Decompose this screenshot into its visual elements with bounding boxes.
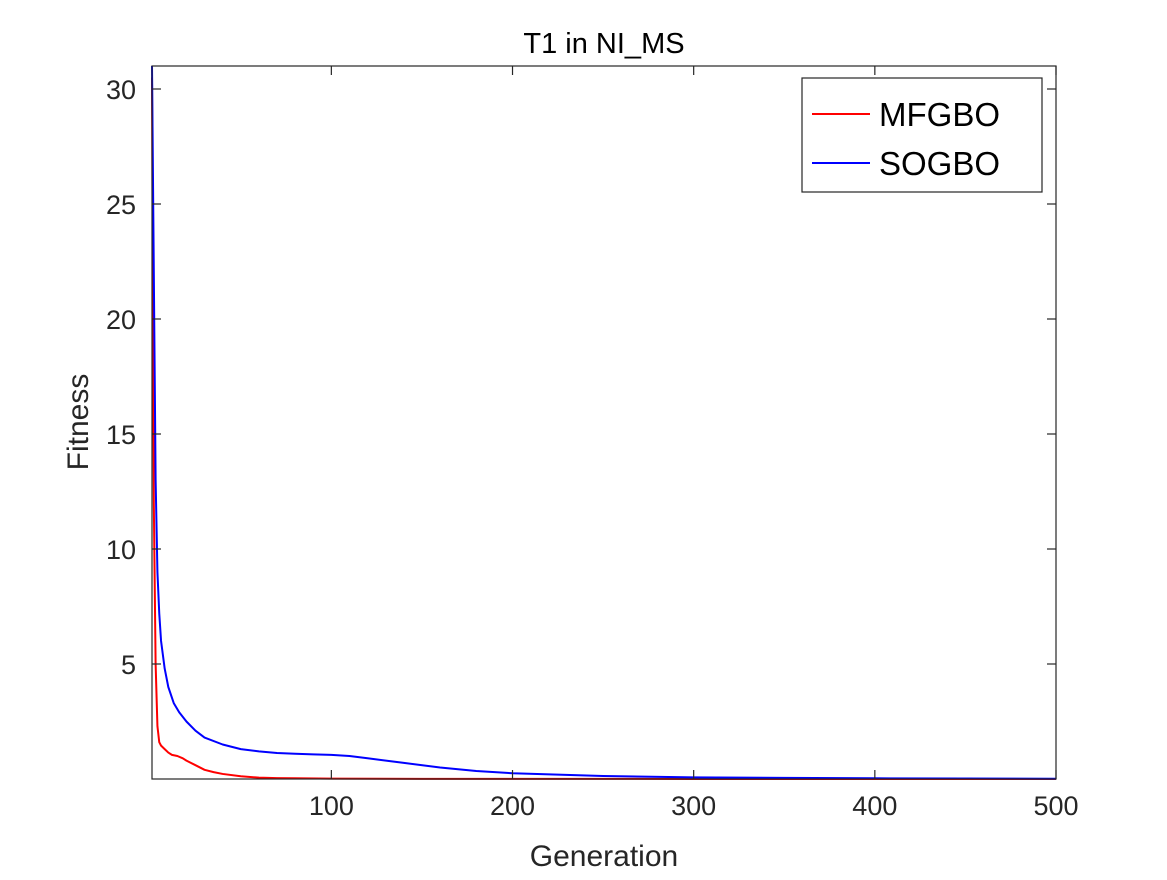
x-tick-label: 100 xyxy=(309,791,354,821)
x-tick-label: 400 xyxy=(852,791,897,821)
y-tick-label: 15 xyxy=(106,420,136,450)
x-tick-label: 200 xyxy=(490,791,535,821)
legend-label-mfgbo: MFGBO xyxy=(879,96,1000,133)
legend: MFGBO SOGBO xyxy=(801,77,1043,193)
ticks-layer: 100 200 300 400 500 5 10 15 20 25 30 xyxy=(106,66,1079,821)
x-tick-label: 500 xyxy=(1033,791,1078,821)
chart-title: T1 in NI_MS xyxy=(523,28,684,60)
y-tick-label: 10 xyxy=(106,535,136,565)
plot-frame xyxy=(151,65,1057,780)
y-tick-label: 20 xyxy=(106,305,136,335)
y-tick-label: 30 xyxy=(106,75,136,105)
x-tick-label: 300 xyxy=(671,791,716,821)
legend-box xyxy=(801,77,1043,193)
y-tick-label: 5 xyxy=(121,650,136,680)
y-axis-title: Fitness xyxy=(62,374,95,471)
series-line-sogbo xyxy=(151,65,1057,780)
x-axis-title: Generation xyxy=(530,840,678,873)
legend-label-sogbo: SOGBO xyxy=(879,145,1000,182)
y-tick-label: 25 xyxy=(106,190,136,220)
